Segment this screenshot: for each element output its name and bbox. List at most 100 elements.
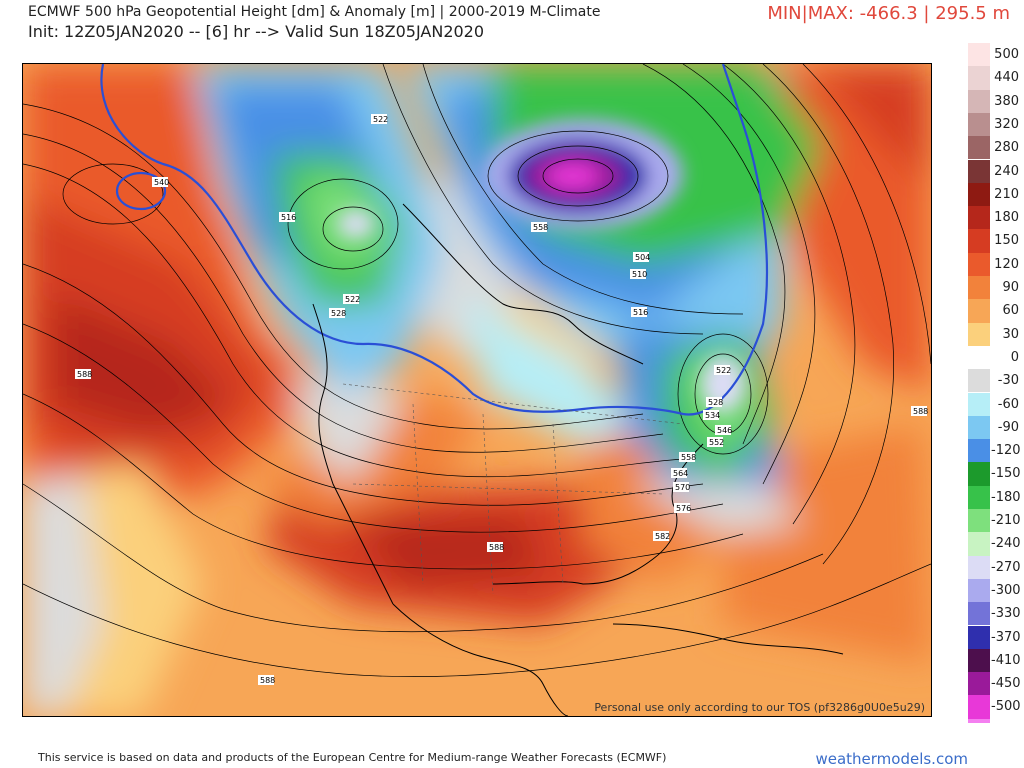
contour-label: 546 <box>715 425 732 435</box>
colorbar-label: 180 <box>994 210 1019 226</box>
forecast-map[interactable]: 540 522 516 522 528 588 558 504 510 516 … <box>22 63 932 717</box>
colorbar-swatch <box>968 555 990 579</box>
svg-text:558: 558 <box>681 453 696 462</box>
contour-label: 558 <box>531 222 548 232</box>
colorbar-swatch <box>968 136 990 160</box>
svg-text:570: 570 <box>675 483 690 492</box>
contour-label: 504 <box>633 252 650 262</box>
svg-text:528: 528 <box>331 309 346 318</box>
colorbar-swatch <box>968 392 990 416</box>
tos-notice: Personal use only according to our TOS (… <box>594 701 925 714</box>
height-contours <box>23 64 931 677</box>
svg-text:522: 522 <box>345 295 360 304</box>
contour-540-line <box>100 64 769 416</box>
contour-label: 510 <box>630 269 647 279</box>
colorbar-swatch <box>968 159 990 183</box>
colorbar-label: 440 <box>994 70 1019 86</box>
svg-text:540: 540 <box>154 178 169 187</box>
contour-label: 582 <box>653 531 670 541</box>
colorbar-label: -180 <box>991 489 1021 505</box>
colorbar-label: 240 <box>994 163 1019 179</box>
colorbar-swatch <box>968 625 990 649</box>
contour-label: 516 <box>279 212 296 222</box>
colorbar-swatch <box>968 648 990 673</box>
colorbar-swatch <box>968 532 990 556</box>
colorbar-swatch <box>968 276 990 300</box>
colorbar-swatch <box>968 66 990 90</box>
colorbar-label: 210 <box>994 186 1019 202</box>
colorbar-swatch <box>968 322 990 346</box>
colorbar-swatch <box>968 578 990 603</box>
colorbar-label: -150 <box>991 466 1021 482</box>
init-valid-line: Init: 12Z05JAN2020 -- [6] hr --> Valid S… <box>28 22 485 41</box>
colorbar-label: 320 <box>994 116 1019 132</box>
colorbar-swatch <box>968 462 990 486</box>
svg-text:522: 522 <box>373 115 388 124</box>
svg-text:588: 588 <box>913 407 928 416</box>
colorbar-label: -500 <box>991 699 1021 715</box>
colorbar-swatch <box>968 43 990 67</box>
colorbar-swatch <box>968 485 990 509</box>
colorbar-swatch <box>968 602 990 626</box>
colorbar-label: -270 <box>991 559 1021 575</box>
svg-text:588: 588 <box>489 543 504 552</box>
contour-label: 522 <box>714 365 731 375</box>
colorbar-swatch <box>968 206 990 230</box>
colorbar-label: -370 <box>991 629 1021 645</box>
colorbar-label: 0 <box>1010 349 1019 365</box>
ecmwf-attribution: This service is based on data and produc… <box>38 751 667 764</box>
contour-label-layer: 540 522 516 522 528 588 558 504 510 516 … <box>75 114 928 685</box>
svg-text:522: 522 <box>716 366 731 375</box>
svg-text:504: 504 <box>635 253 650 262</box>
colorbar-label: 280 <box>994 140 1019 156</box>
colorbar-label: -210 <box>991 513 1021 528</box>
svg-text:510: 510 <box>632 270 647 279</box>
anomaly-field <box>23 64 931 716</box>
contour-label: 558 <box>679 452 696 462</box>
svg-text:528: 528 <box>708 398 723 407</box>
colorbar-swatch <box>968 672 990 696</box>
colorbar-label: 60 <box>1002 303 1019 319</box>
colorbar-swatch <box>968 252 990 276</box>
svg-text:534: 534 <box>705 411 720 420</box>
colorbar-label: -90 <box>997 419 1019 435</box>
svg-text:576: 576 <box>676 504 691 513</box>
contour-label: 522 <box>343 294 360 304</box>
colorbar-label: -120 <box>991 443 1021 459</box>
colorbar-swatch <box>968 89 990 113</box>
svg-text:558: 558 <box>533 223 548 232</box>
contour-label: 522 <box>371 114 388 124</box>
colorbar-swatch <box>968 345 990 370</box>
contour-label: 540 <box>152 177 169 187</box>
colorbar-label: -30 <box>997 373 1019 389</box>
colorbar-swatch <box>968 415 990 440</box>
colorbar-label: -240 <box>991 536 1021 552</box>
contour-label: 588 <box>75 369 92 379</box>
state-borders <box>342 383 684 595</box>
deep-low-core <box>338 119 745 412</box>
colorbar-label: 380 <box>994 93 1019 109</box>
colorbar-label: 120 <box>994 256 1019 272</box>
contour-label: 516 <box>631 307 648 317</box>
brand-link[interactable]: weathermodels.com <box>815 750 968 768</box>
svg-text:564: 564 <box>673 469 688 478</box>
colorbar-label: 90 <box>1002 280 1019 295</box>
colorbar-swatch <box>968 509 990 533</box>
colorbar-swatch <box>968 439 990 463</box>
contour-label: 576 <box>674 503 691 513</box>
colorbar-swatch <box>968 112 990 137</box>
colorbar-label: -410 <box>991 652 1021 668</box>
colorbar-label: -330 <box>991 606 1021 622</box>
colorbar-swatch <box>968 182 990 207</box>
svg-text:516: 516 <box>281 213 296 222</box>
map-title: ECMWF 500 hPa Geopotential Height [dm] &… <box>28 4 601 20</box>
min-max-readout: MIN|MAX: -466.3 | 295.5 m <box>767 3 1010 24</box>
contour-label: 588 <box>258 675 275 685</box>
anomaly-colorbar: 500 440 380 320 280 240 210 180 150 120 90 60 30 0 -30… <box>968 43 1021 723</box>
colorbar-label: 150 <box>994 233 1019 249</box>
svg-text:582: 582 <box>655 532 670 541</box>
colorbar-swatch <box>968 369 990 393</box>
svg-text:588: 588 <box>77 370 92 379</box>
svg-text:588: 588 <box>260 676 275 685</box>
contour-label: 588 <box>487 542 504 552</box>
